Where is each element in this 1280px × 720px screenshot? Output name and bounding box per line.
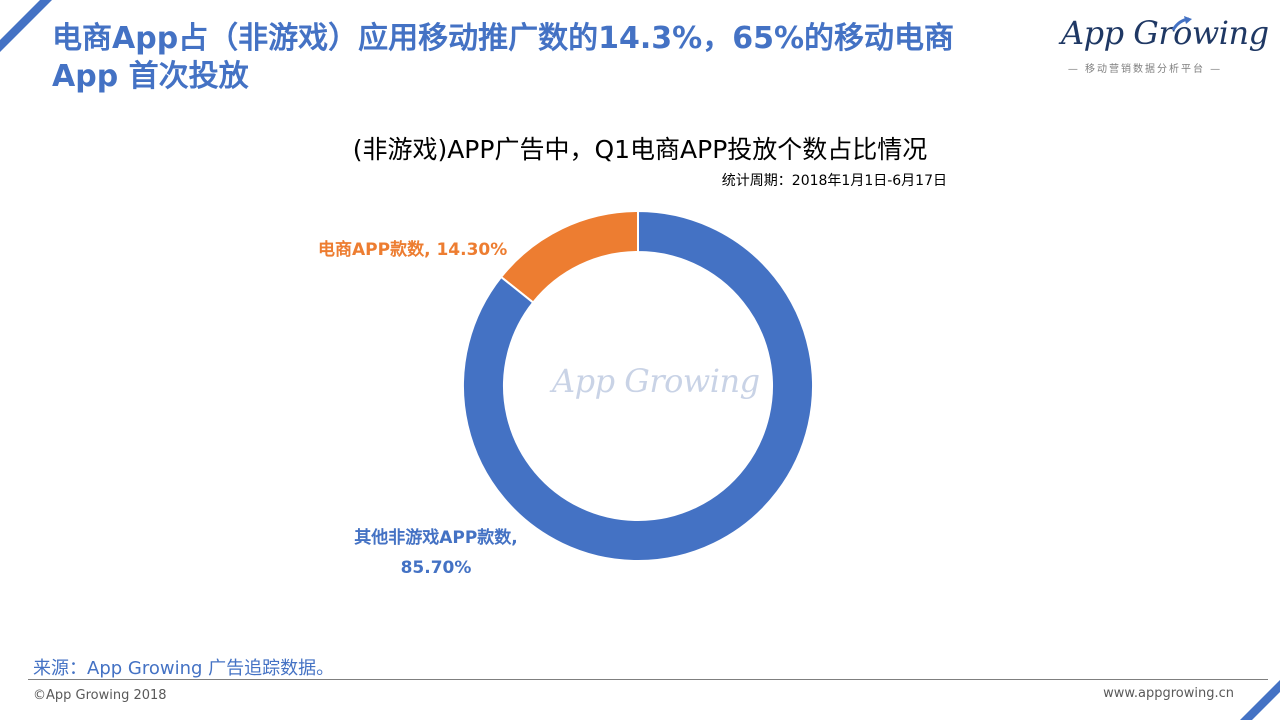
donut-chart	[462, 209, 814, 562]
headline-line-2: App 首次投放	[52, 59, 249, 94]
corner-decoration-bottom-inner	[1252, 692, 1280, 720]
appgrowing-logo: App Growing — 移动营销数据分析平台 —	[1055, 14, 1269, 78]
donut-slice-ecommerce	[499, 209, 639, 304]
chart-watermark: App Growing	[552, 362, 760, 400]
logo-wordmark: App Growing	[1061, 14, 1269, 52]
arrow-up-right-icon	[1171, 16, 1192, 31]
chart-subtitle: 统计周期：2018年1月1日-6月17日	[721, 173, 947, 189]
data-label-other-value: 85.70%	[400, 558, 472, 578]
data-label-other-name: 其他非游戏APP款数,	[354, 528, 518, 548]
website-url: www.appgrowing.cn	[1103, 686, 1234, 701]
page-headline: 电商App占（非游戏）应用移动推广数的14.3%，65%的移动电商 App 首次…	[52, 20, 1012, 96]
data-label-ecommerce: 电商APP款数, 14.30%	[318, 240, 508, 260]
data-source-note: 来源：App Growing 广告追踪数据。	[33, 658, 335, 679]
data-label-other: 其他非游戏APP款数, 85.70%	[347, 523, 525, 583]
corner-decoration-inner	[0, 0, 40, 40]
logo-tagline: — 移动营销数据分析平台 —	[1067, 64, 1223, 75]
chart-title: (非游戏)APP广告中，Q1电商APP投放个数占比情况	[352, 135, 928, 164]
headline-line-1: 电商App占（非游戏）应用移动推广数的14.3%，65%的移动电商	[52, 21, 955, 56]
donut-slice-other	[462, 209, 814, 562]
copyright-text: ©App Growing 2018	[33, 688, 167, 703]
footer-divider	[28, 679, 1268, 680]
